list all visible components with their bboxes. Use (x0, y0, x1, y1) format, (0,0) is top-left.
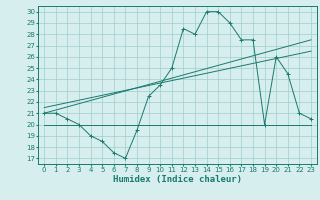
X-axis label: Humidex (Indice chaleur): Humidex (Indice chaleur) (113, 175, 242, 184)
